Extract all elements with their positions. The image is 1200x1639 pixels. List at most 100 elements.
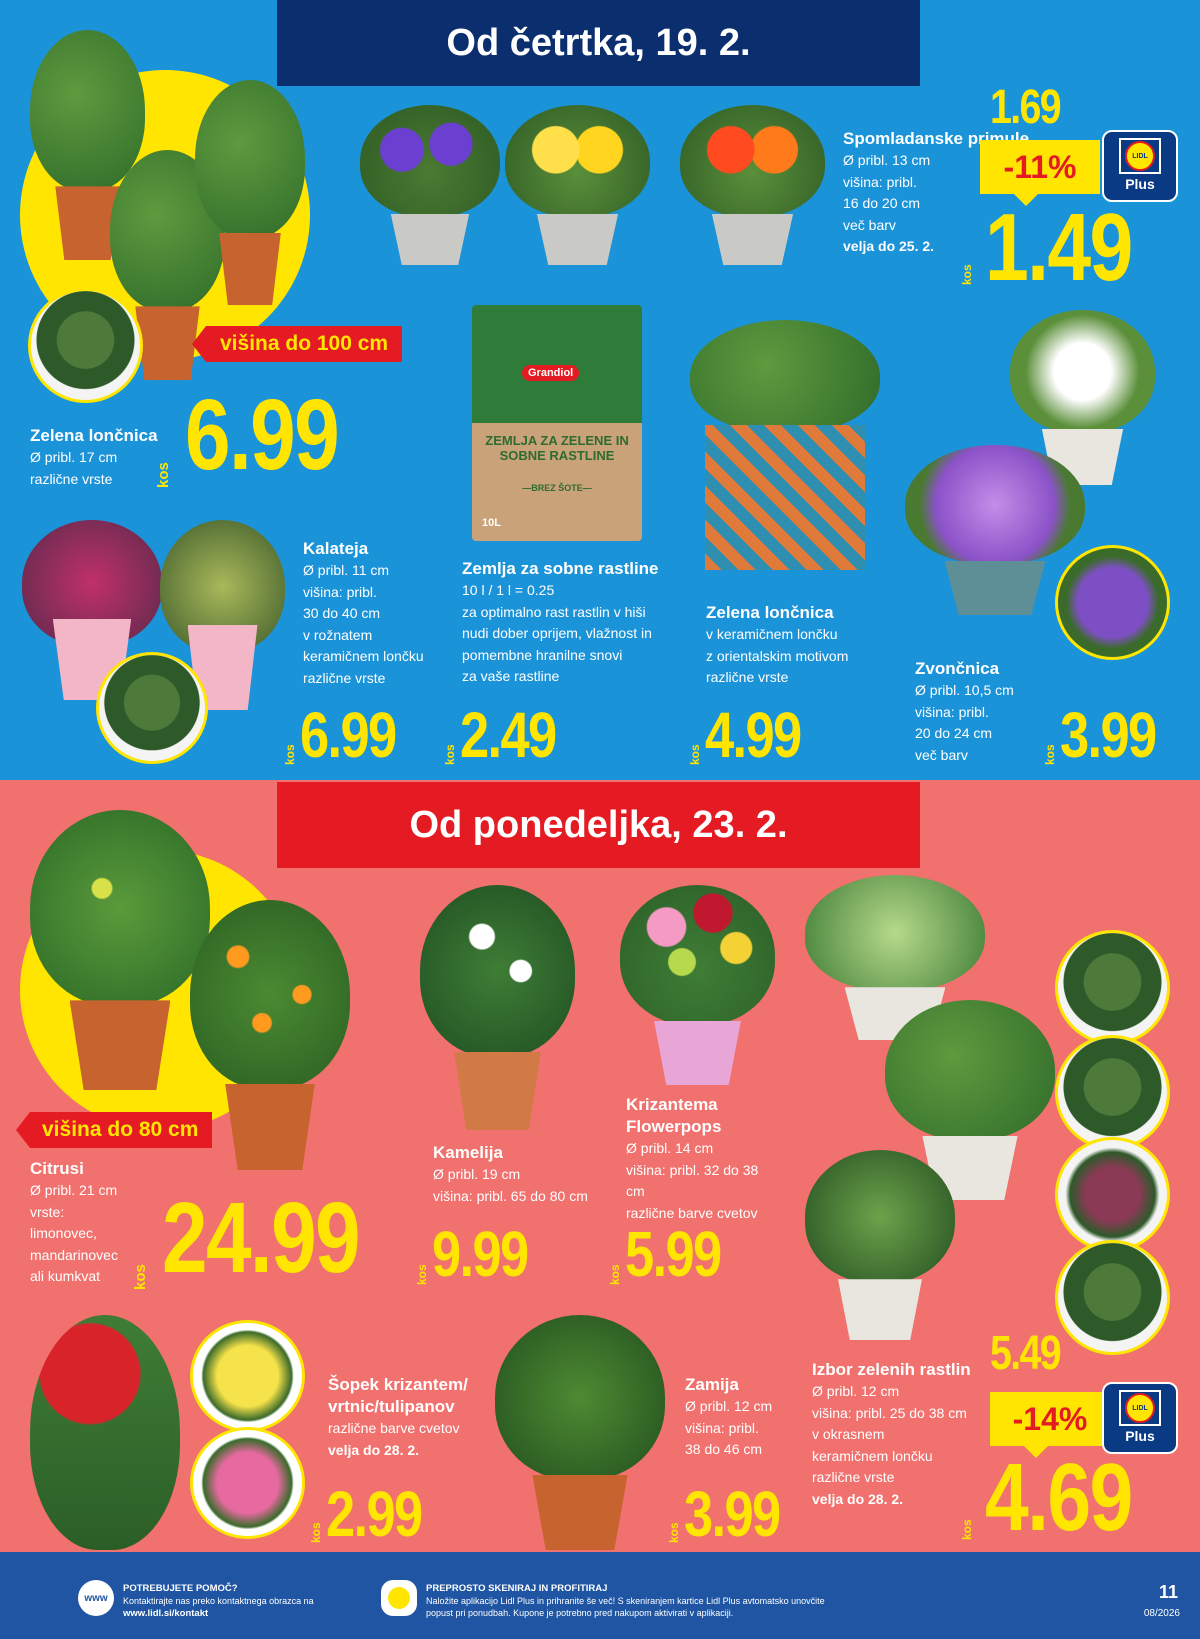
product-detail: različne barve cvetov [328,1420,460,1436]
validity-note: velja do 28. 2. [812,1490,904,1507]
bag-title: ZEMLJA ZA ZELENE IN SOBNE RASTLINE [485,433,629,463]
product-title: Zemlja za sobne rastline [462,559,659,578]
validity-note: velja do 28. 2. [328,1441,420,1458]
product-camellia[interactable]: Kamelija Ø pribl. 19 cm višina: pribl. 65 … [433,1142,588,1207]
lidl-plus-label: Plus [1125,1428,1155,1444]
product-zamia[interactable]: Zamija Ø pribl. 12 cm višina: pribl. 38 do … [685,1374,772,1461]
rose-bouquet-photo [190,1427,305,1539]
green-plant-photo-2 [1055,1035,1170,1150]
product-detail: več barv [915,746,968,763]
calathea-variant-photo [96,652,208,764]
fern-image [885,1000,1055,1200]
product-detail: Ø pribl. 14 cm [626,1140,714,1156]
product-detail: različne vrste [30,470,113,487]
product-detail: različne vrste [812,1469,895,1485]
edition: 08/2026 [1143,1608,1180,1619]
soil-bag-image: Grandiol ZEMLJA ZA ZELENE IN SOBNE RASTL… [472,305,642,541]
product-detail: Ø pribl. 21 cm [30,1182,118,1198]
zamioculcas-image [495,1315,665,1550]
product-bouquet[interactable]: Šopek krizantem/ vrtnic/tulipanov različn… [328,1374,488,1461]
product-citrus[interactable]: Citrusi Ø pribl. 21 cm vrste: limonovec, man… [30,1158,118,1288]
unit-label: kos [155,462,172,488]
banner-from-thursday: Od četrtka, 19. 2. [277,0,920,86]
product-detail: nudi dober oprijem, vlažnost in [462,625,652,641]
product-detail: ali kumkvat [30,1268,101,1284]
page-number: 11 [1158,1582,1178,1602]
height-badge-80: višina do 80 cm [15,1112,213,1148]
unit-label: kos [443,744,457,765]
product-bellflower[interactable]: Zvončnica Ø pribl. 10,5 cm višina: pribl. 2… [915,658,1014,766]
product-title: Zelena lončnica [30,426,158,445]
price-citrus: 24.99 [162,1182,361,1294]
help-block: POTREBUJETE POMOČ? Kontaktirajte nas pre… [123,1582,323,1620]
product-green-selection[interactable]: Izbor zelenih rastlin Ø pribl. 12 cm višin… [812,1359,982,1510]
product-detail: z orientalskim motivom [706,647,849,664]
footer: www POTREBUJETE POMOČ? Kontaktirajte nas… [0,1552,1200,1639]
product-detail: Ø pribl. 11 cm [303,562,390,578]
unit-label: kos [283,744,297,765]
green-plant-photo-1 [1055,930,1170,1045]
product-detail: 10 l / 1 l = 0.25 [462,582,555,598]
product-detail: Ø pribl. 17 cm [30,449,118,465]
product-detail: Ø pribl. 12 cm [812,1383,900,1399]
price-calathea: 6.99 [300,699,397,771]
product-title: Šopek krizantem/ vrtnic/tulipanov [328,1375,468,1416]
discount-green-selection: -14% [990,1392,1110,1458]
contact-link[interactable]: www.lidl.si/kontakt [123,1608,209,1619]
primula-yellow-image [505,105,650,265]
bellflower-photo [1055,545,1170,660]
primula-red-image [680,105,825,265]
product-detail: več barv [843,216,896,233]
camellia-image [420,885,575,1130]
product-detail: keramičnem lončku [812,1447,933,1464]
app-block: PREPROSTO SKENIRAJ IN PROFITIRAJ Naložit… [426,1582,826,1619]
www-icon: www [78,1580,114,1616]
product-detail: Ø pribl. 13 cm [843,152,931,168]
green-plant-photo-3 [1055,1137,1170,1252]
product-soil[interactable]: Zemlja za sobne rastline 10 l / 1 l = 0.2… [462,558,659,688]
product-green-plant[interactable]: Zelena lončnica Ø pribl. 17 cm različne vr… [30,425,158,490]
price-zamia: 3.99 [684,1478,781,1550]
lidl-logo-text: LIDL [1125,141,1155,171]
app-text: Naložite aplikacijo Lidl Plus in prihran… [426,1596,825,1618]
tulip-bouquet-image [30,1315,180,1550]
product-title: Zelena lončnica [706,603,834,622]
chrysanthemum-bouquet-photo [190,1320,305,1432]
product-detail: višina: pribl. 65 do 80 cm [433,1187,588,1204]
product-detail: pomembne hranilne snovi [462,646,623,663]
bag-subtitle: —BREZ ŠOTE— [522,483,592,493]
product-detail: za vaše rastline [462,668,560,684]
price-bouquet: 2.99 [326,1478,423,1550]
banner-from-monday: Od ponedeljka, 23. 2. [277,782,920,868]
help-title: POTREBUJETE POMOČ? [123,1583,238,1594]
product-detail: različne barve cvetov [626,1204,758,1221]
product-calathea[interactable]: Kalateja Ø pribl. 11 cm višina: pribl. 30 d… [303,538,424,689]
lidl-logo-text: LIDL [1125,1393,1155,1423]
unit-label: kos [688,744,702,765]
product-detail: različne vrste [303,669,386,686]
product-title: Zvončnica [915,659,1000,678]
price-chrysanthemum: 5.99 [625,1218,722,1290]
product-title: Kalateja [303,539,369,558]
unit-label: kos [415,1264,429,1285]
product-chrysanthemum[interactable]: Krizantema Flowerpops Ø pribl. 14 cm višin… [626,1094,776,1224]
product-detail: 20 do 24 cm [915,725,993,741]
unit-label: kos [608,1264,622,1285]
schefflera-image [195,80,305,305]
product-primula[interactable]: Spomladanske primule Ø pribl. 13 cm višina… [843,128,1029,258]
ceramic-pot-plant-image [690,320,880,570]
product-detail: Ø pribl. 10,5 cm [915,682,1014,698]
unit-label: kos [960,264,974,285]
product-detail: limonovec, [30,1225,97,1241]
bellflower-purple-image [905,445,1085,615]
price-green-selection: 4.69 [985,1444,1133,1551]
product-detail: v rožnatem [303,626,373,643]
product-detail: v keramičnem lončku [706,626,838,642]
discount-primula: -11% [980,140,1100,206]
product-detail: 30 do 40 cm [303,605,381,621]
price-primula: 1.49 [985,194,1133,301]
product-detail: keramičnem lončku [303,648,424,664]
product-detail: višina: pribl. 25 do 38 cm [812,1404,967,1421]
product-green-plant-ceramic[interactable]: Zelena lončnica v keramičnem lončku z orie… [706,602,848,689]
product-title: Izbor zelenih rastlin [812,1360,971,1379]
